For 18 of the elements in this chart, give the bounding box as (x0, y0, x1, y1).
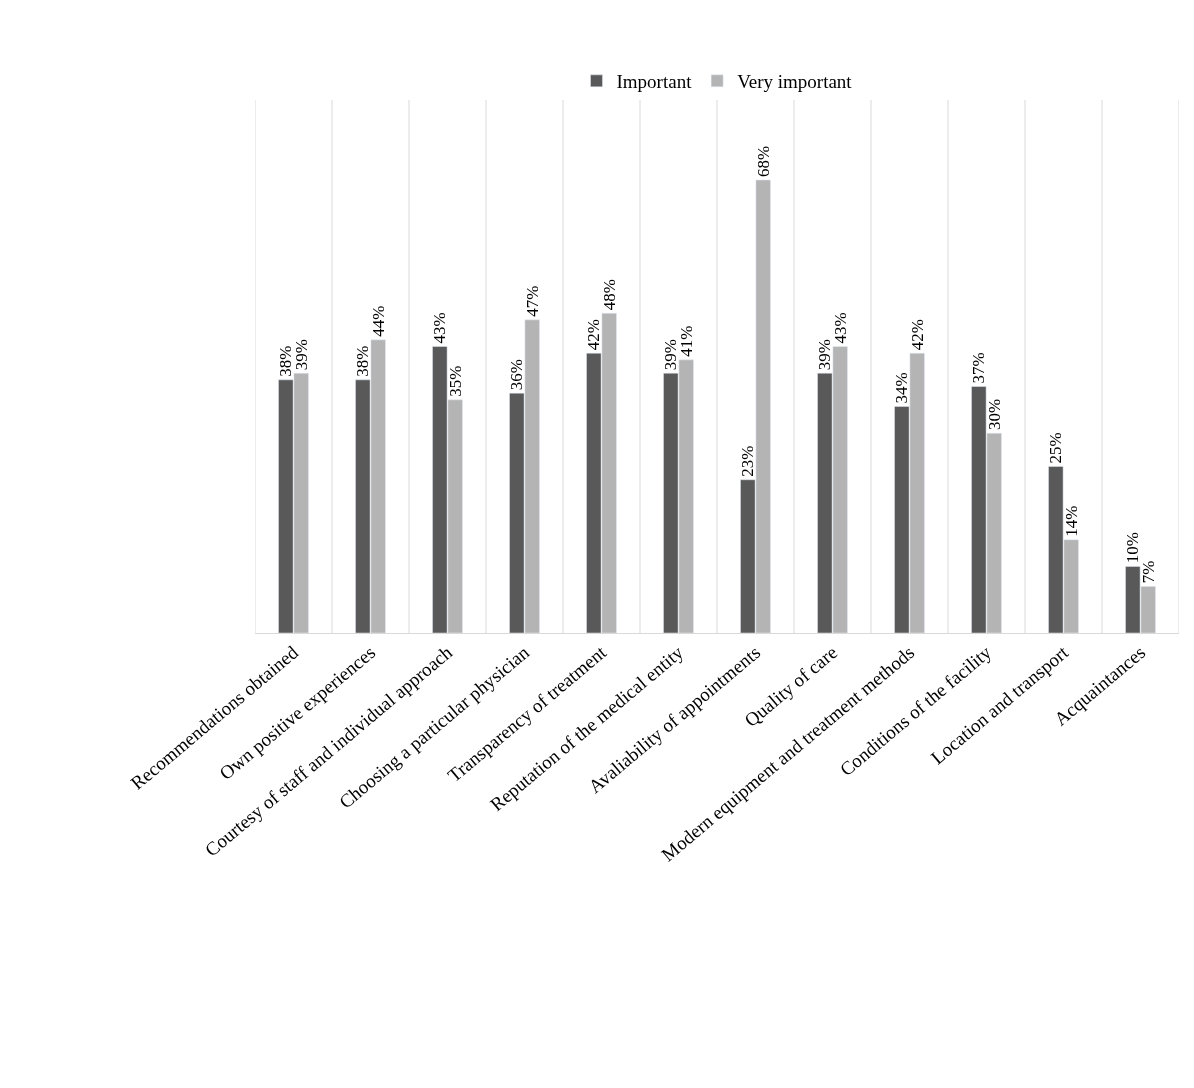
data-label: 68% (753, 145, 773, 177)
data-label: 34% (892, 372, 912, 404)
data-label: 48% (599, 279, 619, 311)
data-label: 23% (738, 445, 758, 477)
legend-label: Very important (737, 71, 853, 93)
data-label: 38% (353, 345, 373, 377)
data-label: 36% (507, 358, 527, 391)
data-label: 25% (1046, 432, 1066, 464)
data-label: 42% (907, 319, 927, 351)
data-label: 14% (1061, 505, 1081, 537)
data-label: 44% (368, 305, 388, 337)
legend-label: Important (616, 71, 693, 93)
data-label: 37% (969, 352, 989, 384)
data-label: 47% (522, 285, 542, 317)
data-label: 42% (584, 319, 604, 351)
data-label: 43% (430, 312, 450, 344)
data-label: 30% (984, 398, 1004, 431)
data-label: 35% (445, 365, 465, 397)
